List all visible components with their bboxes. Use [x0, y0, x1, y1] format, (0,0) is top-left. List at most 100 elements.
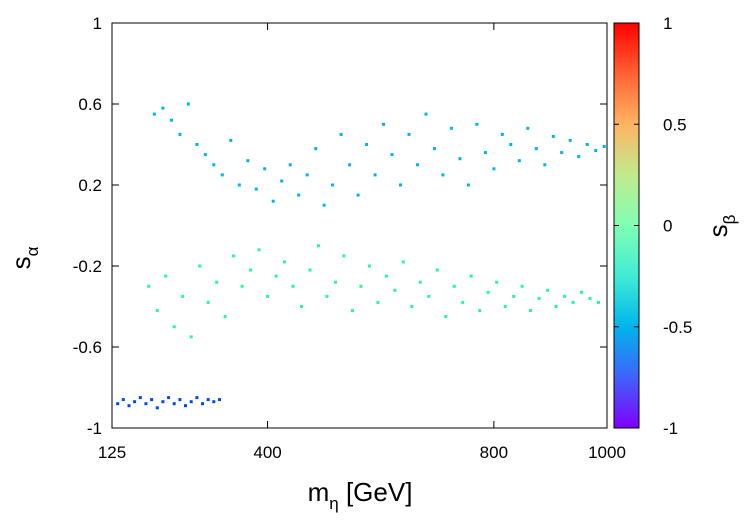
colorbar: -1 -0.5 0 0.5 1: [613, 14, 692, 438]
data-point: [201, 402, 204, 406]
data-point: [198, 264, 202, 268]
plot-frame: [111, 22, 608, 429]
data-point: [348, 163, 352, 167]
colorbar-label-sub: β: [720, 214, 739, 224]
data-point: [526, 126, 530, 130]
data-point: [568, 138, 572, 142]
data-point: [560, 151, 564, 155]
data-point: [152, 112, 156, 116]
colorbar-tick-label: -1: [663, 419, 678, 438]
data-point: [594, 149, 598, 153]
data-point: [300, 305, 303, 308]
colorbar-label: sβ: [703, 214, 739, 237]
data-point: [133, 400, 137, 404]
colorbar-tick-label: 0: [663, 217, 672, 236]
data-point: [121, 398, 125, 402]
data-point: [427, 294, 431, 298]
data-point: [150, 398, 154, 402]
data-point: [184, 404, 187, 408]
x-axis-label-sub: η: [329, 494, 338, 513]
data-point: [223, 315, 227, 319]
colorbar-ticks: -1 -0.5 0 0.5 1: [614, 14, 692, 438]
data-point: [271, 199, 275, 203]
x-tick-label: 125: [98, 443, 126, 462]
data-point: [331, 183, 335, 187]
colorbar-label-base: s: [703, 224, 733, 237]
data-point: [466, 183, 470, 187]
data-point: [186, 102, 190, 106]
data-point: [486, 290, 490, 294]
data-point: [189, 400, 193, 404]
data-point: [424, 112, 428, 116]
y-tick-label: 1: [93, 14, 102, 33]
data-point: [218, 398, 221, 402]
data-point: [483, 151, 487, 155]
y-axis-label: sα: [6, 246, 42, 269]
data-point: [503, 305, 507, 308]
data-point: [537, 296, 541, 300]
data-point: [475, 122, 479, 126]
data-point: [435, 268, 439, 272]
data-point: [546, 288, 550, 292]
data-point: [314, 147, 318, 151]
data-point: [308, 268, 312, 272]
data-point: [588, 296, 592, 300]
x-axis-label-base: m: [308, 477, 330, 507]
data-point: [458, 157, 462, 161]
data-point: [274, 274, 278, 278]
data-point: [580, 290, 583, 294]
colorbar-tick-label: 0.5: [663, 115, 687, 134]
data-point: [178, 132, 182, 136]
data-point: [390, 153, 394, 157]
data-point: [212, 163, 216, 167]
data-point: [147, 284, 151, 288]
data-point: [339, 132, 343, 136]
data-point: [229, 138, 233, 142]
x-tick-label: 400: [253, 443, 281, 462]
data-point: [410, 305, 414, 308]
data-point: [172, 402, 176, 406]
data-point: [138, 396, 142, 400]
data-point: [232, 254, 236, 258]
data-point: [280, 179, 284, 183]
data-point: [181, 294, 185, 298]
data-point: [529, 309, 533, 312]
data-point: [266, 294, 270, 298]
data-point: [461, 300, 465, 304]
data-point: [551, 134, 555, 138]
data-point: [161, 106, 165, 110]
data-point: [172, 325, 176, 329]
data-point: [433, 147, 436, 151]
data-point: [449, 126, 453, 130]
data-point: [291, 284, 295, 288]
data-point: [416, 163, 419, 167]
data-point: [393, 288, 397, 292]
data-point: [554, 305, 558, 308]
y-tick-label: 0.6: [78, 95, 102, 114]
data-point: [367, 264, 371, 268]
data-point: [155, 309, 159, 312]
data-point: [334, 280, 337, 284]
data-point: [322, 203, 326, 207]
data-point: [297, 193, 301, 197]
data-point: [359, 284, 363, 288]
data-point: [597, 300, 600, 304]
y-tick-label: -1: [87, 419, 102, 438]
data-point: [520, 284, 524, 288]
data-point: [305, 173, 309, 177]
x-axis-ticks: 125 400 800 1000: [98, 23, 626, 462]
data-point: [444, 315, 448, 319]
y-tick-label: -0.2: [73, 257, 102, 276]
y-tick-label: 0.2: [78, 176, 102, 195]
colorbar-tick-label: -0.5: [663, 318, 692, 337]
data-point: [384, 274, 388, 278]
data-point: [237, 183, 241, 187]
data-point: [317, 244, 320, 248]
data-point: [350, 309, 354, 312]
data-point: [257, 248, 261, 252]
data-point: [500, 132, 504, 136]
data-point: [178, 398, 182, 402]
data-point: [263, 167, 267, 171]
data-point: [189, 335, 193, 339]
